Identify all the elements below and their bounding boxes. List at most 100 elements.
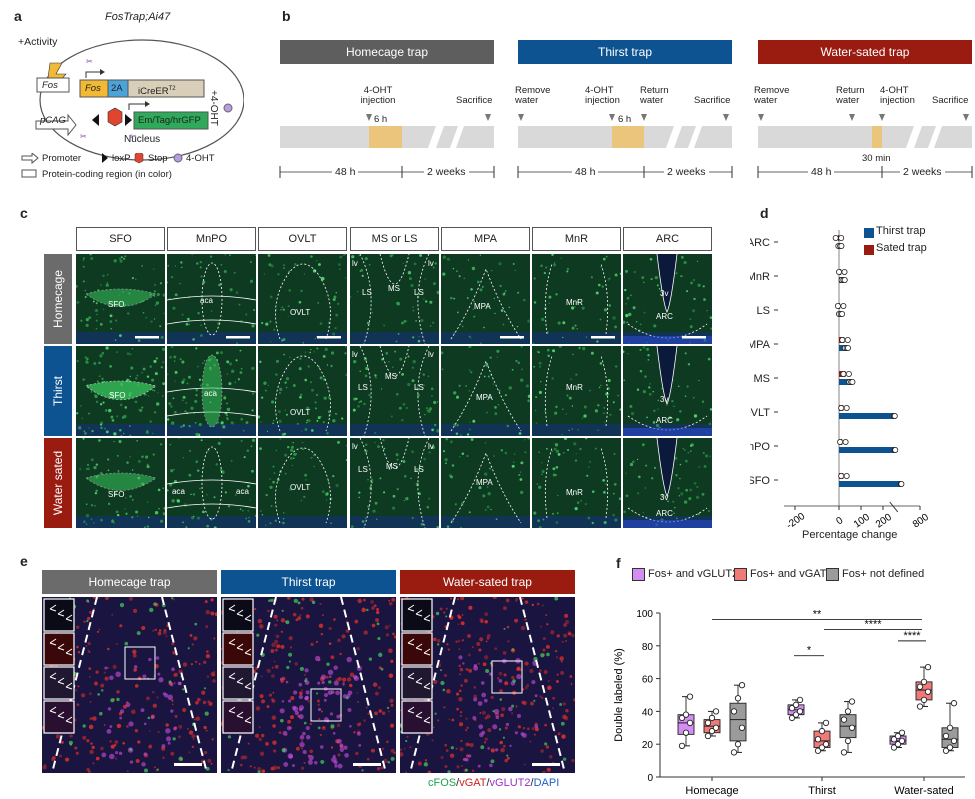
- region-tag-27: MPA: [476, 478, 493, 487]
- panel-d-label: d: [760, 205, 769, 221]
- f-point-2-1-5: [848, 698, 856, 705]
- region-tag-22: LS: [414, 465, 424, 474]
- d-pt-thirst-7-2: [898, 480, 905, 487]
- oht-sign-label: +4-OHT: [208, 90, 219, 126]
- f-legend-label-0: Fos+ and vGLUT2+: [648, 568, 745, 580]
- legend-4oht: 4-OHT: [186, 153, 215, 164]
- region-tag-8: OVLT: [290, 408, 311, 417]
- f-ytick-label-0: 0: [647, 773, 653, 784]
- homecage-inject-label: 4-OHT injection: [360, 85, 396, 106]
- stain-vgat: vGAT: [459, 777, 487, 789]
- f-point-1-0-2: [712, 724, 720, 731]
- f-point-1-1-1: [818, 744, 826, 751]
- region-tag-32: ARC: [656, 312, 673, 321]
- f-legend-swatch-2: [826, 568, 839, 581]
- mouse-line-title: FosTrap;Ai47: [105, 11, 171, 23]
- region-tag-30: MnR: [566, 488, 583, 497]
- pcag-label: pCAG: [40, 115, 66, 126]
- f-point-0-2-2: [898, 737, 906, 745]
- region-tag-33: 3v: [660, 395, 669, 404]
- d-pt-sated-7-1: [843, 472, 850, 479]
- micrograph-r2-c6: [623, 438, 712, 528]
- d-pt-sated-1-0: [836, 269, 843, 276]
- f-point-0-2-1: [894, 741, 902, 748]
- d-axis-break: [889, 501, 899, 513]
- panel-e-label: e: [20, 553, 28, 569]
- f-point-2-0-1: [734, 741, 742, 748]
- thirst-return-label: Return water: [640, 85, 669, 106]
- e-micrograph-2: [400, 597, 575, 773]
- e-micrograph-0: [42, 597, 217, 773]
- f-point-2-2-1: [946, 744, 954, 751]
- f-legend-label-2: Fos+ not defined: [842, 568, 925, 580]
- f-point-1-0-1: [708, 727, 716, 735]
- d-pt-thirst-5-2: [891, 412, 898, 419]
- f-point-1-0-4: [708, 714, 716, 722]
- svg-text:✂: ✂: [130, 132, 137, 141]
- f-point-0-1-1: [792, 711, 800, 718]
- f-legend-swatch-1: [734, 568, 747, 581]
- stain-vglut2: vGLUT2: [489, 777, 531, 789]
- region-tag-5: aca: [172, 487, 185, 496]
- e-micrograph-1: [221, 597, 396, 773]
- micrograph-r0-c5: [532, 254, 621, 344]
- region-header-mnpo: MnPO: [167, 227, 256, 251]
- f-point-0-1-2: [796, 708, 804, 715]
- micrograph-r1-c1: [167, 346, 256, 436]
- panel-b-label: b: [282, 8, 291, 24]
- region-tag-25: MPA: [474, 302, 491, 311]
- fos-gene-label: Fos: [85, 83, 101, 94]
- f-category-homecage: Homecage: [685, 785, 738, 797]
- micrograph-r1-c6: [623, 346, 712, 436]
- f-sig-label-3: ****: [903, 630, 921, 642]
- homecage-sacrifice-label: Sacrifice: [456, 95, 493, 106]
- region-tag-18: lv: [352, 350, 358, 359]
- f-ytick-label-40: 40: [642, 707, 654, 718]
- homecage-timeline: [279, 114, 495, 178]
- f-point-2-0-5: [738, 682, 746, 689]
- d-pt-sated-5-0: [838, 404, 845, 411]
- e-title-0: Homecage trap: [42, 570, 217, 594]
- f-point-0-0-1: [682, 729, 690, 736]
- region-tag-28: MnR: [566, 298, 583, 307]
- legend-coding: Protein-coding region (in color): [42, 169, 172, 180]
- legend-stop: Stop: [148, 153, 168, 164]
- region-header-mpa: MPA: [441, 227, 530, 251]
- d-category-ms: MS: [754, 373, 771, 385]
- region-tag-11: MS: [388, 284, 400, 293]
- region-tag-20: LS: [358, 465, 368, 474]
- sated-duration-label: 30 min: [862, 153, 891, 164]
- homecage-2weeks: 2 weeks: [424, 167, 469, 177]
- thirst-remove-label: Remove water: [515, 85, 551, 106]
- d-xtick-label-800: 800: [911, 512, 931, 531]
- micrograph-r2-c2: [258, 438, 347, 528]
- region-tag-13: lv: [352, 259, 358, 268]
- d-bar-thirst-sfo: [839, 481, 902, 487]
- region-header-arc: ARC: [623, 227, 712, 251]
- f-point-0-2-3: [890, 736, 898, 743]
- fos-promoter-label: Fos: [42, 80, 58, 91]
- d-pt-sated-4-1: [845, 370, 852, 377]
- d-category-ovlt: OVLT: [750, 407, 770, 419]
- panel-c-label: c: [20, 205, 28, 221]
- stain-cfos: cFOS: [428, 777, 457, 789]
- nucleus-label: Nucleus: [124, 134, 161, 145]
- d-pt-thirst-1-2: [841, 277, 848, 284]
- region-tag-23: lv: [352, 442, 358, 451]
- region-tag-26: MPA: [476, 393, 493, 402]
- f-point-1-2-4: [920, 678, 928, 686]
- f-point-0-1-3: [788, 704, 796, 712]
- f-point-0-0-5: [686, 693, 694, 700]
- f-point-1-2-3: [916, 683, 924, 690]
- d-pt-thirst-0-2: [838, 242, 845, 249]
- f-point-1-1-2: [822, 741, 830, 748]
- svg-text:✂: ✂: [80, 132, 87, 141]
- f-point-0-0-4: [682, 711, 690, 718]
- f-ytick-label-60: 60: [642, 675, 654, 686]
- region-tag-7: OVLT: [290, 308, 311, 317]
- sated-return-label: Return water: [836, 85, 865, 106]
- f-point-0-1-5: [796, 696, 804, 704]
- icreer-label: iCreERT2: [138, 86, 176, 98]
- region-tag-15: LS: [358, 383, 368, 392]
- d-category-mnr: MnR: [750, 271, 770, 283]
